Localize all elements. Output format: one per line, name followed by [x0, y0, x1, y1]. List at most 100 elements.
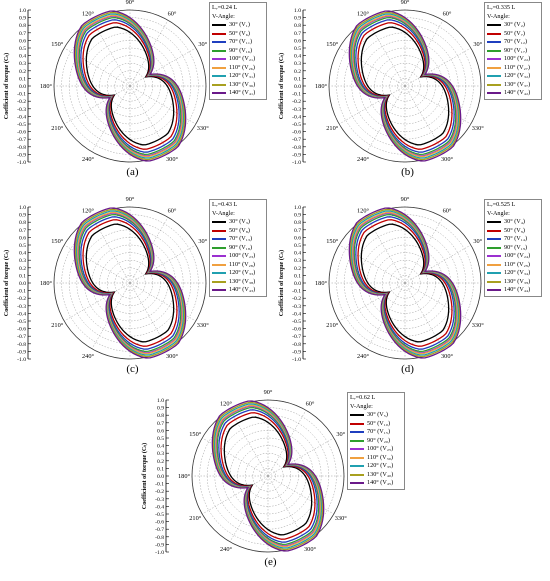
legend-label: 50° (V₇) — [504, 29, 525, 37]
legend-entry: 30° (V₄) — [487, 218, 539, 227]
radial-tick-label: -0.9 — [17, 349, 26, 355]
radial-tick-label: -0.4 — [292, 311, 301, 317]
legend-swatch — [487, 32, 501, 35]
grid-spoke — [366, 217, 406, 284]
angle-tick-label: 210° — [51, 125, 63, 132]
legend-entry: 70° (V₁₅) — [350, 428, 402, 437]
radial-tick-label: -0.2 — [292, 99, 301, 105]
angle-tick-label: 90° — [264, 390, 273, 396]
series-curve-d-1 — [360, 223, 450, 343]
legend-label: 120° (V₃₂) — [504, 72, 531, 79]
angle-tick-label: 60° — [443, 10, 452, 17]
legend-label: 130° (V₃₆) — [229, 80, 256, 88]
radial-tick-label: 0.1 — [19, 76, 26, 82]
legend-entry: 50° (V₆) — [212, 30, 264, 39]
angle-tick-label: 180° — [40, 83, 52, 90]
angle-tick-label: 240° — [82, 156, 94, 163]
grid-ring — [260, 468, 276, 484]
radial-tick-label: -0.6 — [17, 327, 26, 333]
legend-swatch — [350, 414, 364, 417]
radial-tick-label: 0.9 — [294, 213, 301, 219]
radial-tick-label: 0.7 — [294, 31, 301, 37]
legend-swatch — [487, 255, 501, 258]
radial-tick-label: 0.8 — [19, 220, 26, 226]
radial-tick-label: 1.0 — [157, 398, 164, 404]
legend-swatch — [212, 92, 226, 95]
radial-tick-label: 0.0 — [19, 84, 26, 90]
grid-spoke — [64, 282, 131, 322]
grid-spoke — [129, 47, 196, 87]
legend-entry: 90° (V₁₆) — [212, 47, 264, 56]
legend-label: 110° (V₃₀) — [367, 453, 393, 461]
legend-label: 100° (V₂₄) — [504, 252, 531, 259]
radial-tick-label: -0.4 — [155, 504, 164, 510]
series-curve-a-1 — [85, 26, 175, 146]
grid-ring — [91, 244, 169, 322]
legend-entry: 30° (V₂) — [487, 21, 539, 30]
legend-swatch — [350, 465, 364, 468]
radial-tick-label: -0.6 — [292, 327, 301, 333]
legend-label: 90° (V₁₈) — [229, 243, 253, 251]
legend-swatch — [487, 229, 501, 232]
series-curve-e-3 — [218, 409, 318, 543]
radial-tick-label: -0.8 — [17, 342, 26, 348]
radial-tick-label: -0.6 — [17, 130, 26, 136]
angle-tick-label: 270° — [399, 364, 411, 365]
legend-entry: 50° (V₉) — [487, 227, 539, 236]
radial-tick-label: -1.0 — [155, 550, 164, 556]
series-curve-c-9 — [73, 207, 187, 359]
radial-tick-label: -0.6 — [292, 130, 301, 136]
legend-label: 30° (V₃) — [229, 218, 250, 225]
grid-ring — [381, 62, 429, 110]
angle-tick-label: 150° — [51, 41, 63, 48]
grid-spoke — [404, 47, 471, 87]
legend-subtitle: V-Angle: — [350, 402, 373, 410]
legend-label: 140° (V₄₁) — [229, 89, 256, 96]
radial-tick-label: 0.3 — [19, 258, 26, 264]
radial-axis-title: Coefficient of torque (Cₜ) — [3, 250, 10, 317]
grid-spoke — [339, 85, 406, 125]
radial-tick-label: 0.5 — [157, 436, 164, 442]
chart-panel-e: 90°60°30°0°330°300°270°240°210°180°150°1… — [138, 390, 405, 573]
legend-label: 130° (V₃₉) — [504, 277, 531, 285]
radial-tick-label: -0.1 — [17, 92, 26, 98]
series-curve-d-3 — [355, 216, 455, 350]
legend-swatch — [350, 431, 364, 434]
radial-tick-label: 0.8 — [157, 413, 164, 419]
grid-ring — [91, 47, 169, 125]
angle-tick-label: 150° — [326, 41, 338, 48]
legend-label: 50° (V₈) — [229, 226, 250, 234]
legend-a: Lᵥ=0.24 L V-Angle: 30° (V₁) 50° (V₆) 70° (V₁… — [209, 2, 267, 100]
radial-tick-label: 0.1 — [294, 76, 301, 82]
angle-tick-label: 180° — [315, 280, 327, 287]
legend-entry: 70° (V₁₂) — [487, 38, 539, 47]
legend-label: 140° (V₄₂) — [504, 89, 531, 96]
grid-spoke — [129, 217, 169, 284]
grid-spoke — [267, 410, 307, 477]
angle-tick-label: 300° — [441, 353, 453, 360]
legend-label: 140° (V₄₃) — [229, 286, 256, 293]
radial-axis-title: Coefficient of torque (Cₜ) — [141, 443, 148, 510]
grid-spoke — [229, 475, 269, 542]
legend-entry: 110° (V₂₇) — [487, 64, 539, 73]
legend-swatch — [350, 448, 364, 451]
angle-tick-label: 330° — [335, 515, 347, 522]
legend-swatch — [212, 229, 226, 232]
legend-entry: 110° (V₂₆) — [212, 64, 264, 73]
legend-swatch — [487, 92, 501, 95]
grid-spoke — [91, 20, 131, 87]
legend-title: Lᵥ=0.335 L — [487, 4, 516, 11]
legend-entry: 140° (V₄₅) — [350, 479, 402, 488]
series-curve-b-3 — [355, 19, 455, 153]
radial-tick-label: 0.1 — [294, 273, 301, 279]
legend-swatch — [487, 263, 501, 266]
legend-swatch — [212, 49, 226, 52]
legend-label: 140° (V₄₅) — [367, 479, 394, 486]
series-curve-c-1 — [85, 223, 175, 343]
angle-tick-label: 120° — [357, 10, 369, 17]
legend-label: 130° (V₃₇) — [504, 80, 531, 88]
radial-tick-label: -1.0 — [17, 357, 26, 363]
grid-spoke — [129, 282, 169, 349]
angle-tick-label: 210° — [51, 322, 63, 329]
legend-label: 90° (V₁₇) — [504, 46, 528, 54]
